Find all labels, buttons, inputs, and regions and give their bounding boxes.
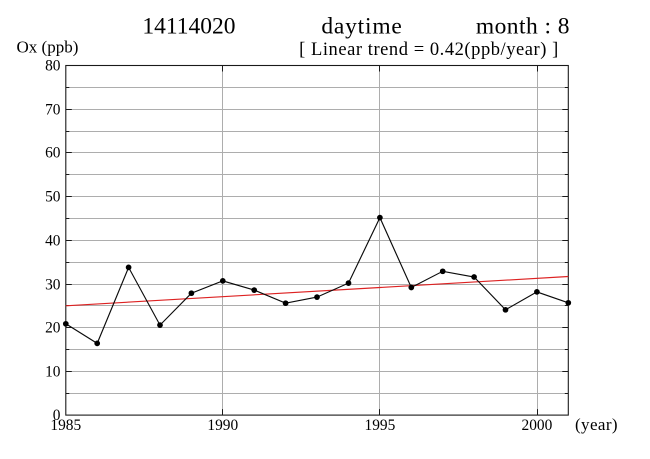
svg-text:70: 70	[45, 101, 61, 118]
svg-text:Ox (ppb): Ox (ppb)	[17, 38, 79, 57]
svg-text:2000: 2000	[522, 417, 553, 434]
svg-text:80: 80	[45, 57, 61, 74]
svg-text:1995: 1995	[365, 417, 396, 434]
svg-text:50: 50	[45, 188, 61, 205]
svg-text:month : 8: month : 8	[476, 14, 570, 40]
svg-text:1990: 1990	[207, 417, 238, 434]
svg-text:daytime: daytime	[321, 14, 402, 40]
svg-text:1985: 1985	[50, 417, 81, 434]
svg-text:14114020: 14114020	[142, 14, 235, 40]
svg-text:10: 10	[45, 363, 61, 380]
svg-text:0: 0	[53, 407, 61, 424]
svg-text:(year): (year)	[575, 415, 618, 434]
svg-text:20: 20	[45, 319, 61, 336]
svg-text:60: 60	[45, 144, 61, 161]
svg-text:[ Linear trend = 0.42(ppb/year: [ Linear trend = 0.42(ppb/year) ]	[299, 40, 559, 60]
svg-text:40: 40	[45, 232, 61, 249]
svg-text:30: 30	[45, 276, 61, 293]
